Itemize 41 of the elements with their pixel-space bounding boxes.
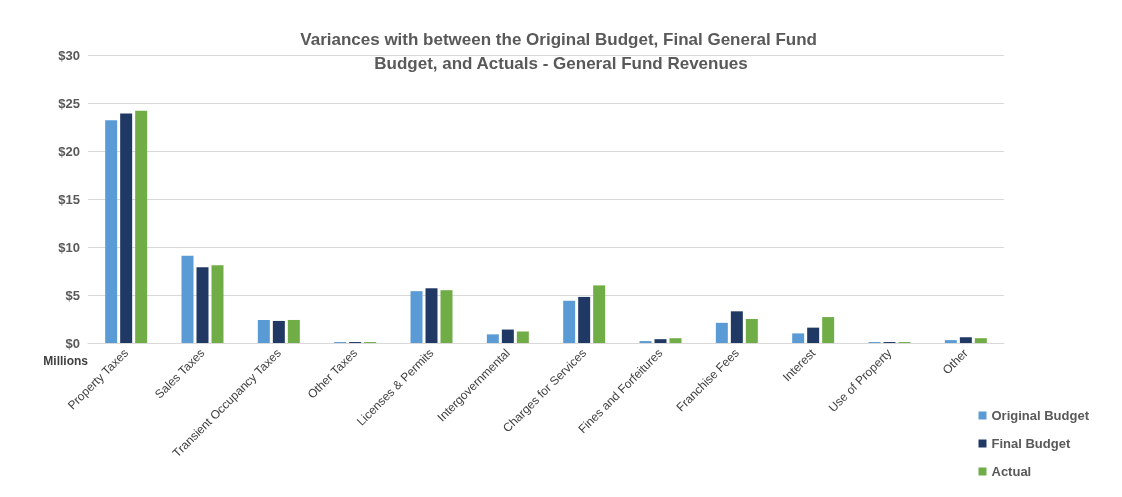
bar <box>516 331 529 343</box>
legend-label: Actual <box>991 464 1032 479</box>
bar <box>822 317 835 343</box>
bar <box>715 322 728 343</box>
y-axis-title: Millions <box>43 354 89 368</box>
bar <box>272 320 285 343</box>
bar <box>959 337 972 343</box>
y-tick-label: $10 <box>58 239 80 255</box>
bar <box>944 340 957 343</box>
bar <box>792 333 805 343</box>
bar <box>257 319 270 343</box>
bar <box>807 327 820 343</box>
y-tick-label: $30 <box>58 47 80 63</box>
bar <box>563 300 576 343</box>
bar <box>135 110 148 343</box>
bar <box>211 265 224 343</box>
bar <box>181 255 194 343</box>
legend-label: Original Budget <box>991 408 1090 423</box>
bar <box>410 291 423 343</box>
y-tick-label: $0 <box>65 335 80 351</box>
chart-title: Variances with between the Original Budget, Final General Fund Budget, and Actuals - General Fund Revenues <box>300 29 822 73</box>
y-tick-label: $15 <box>58 191 80 207</box>
bar <box>105 120 118 343</box>
legend-label: Final Budget <box>991 436 1071 451</box>
bar <box>287 319 300 343</box>
y-tick-label: $20 <box>58 143 80 159</box>
bar <box>501 329 514 343</box>
bar <box>120 113 133 343</box>
bar <box>440 290 453 343</box>
bar <box>974 338 987 343</box>
bar <box>486 334 499 343</box>
y-tick-label: $5 <box>65 287 80 303</box>
bar <box>196 267 209 343</box>
bar <box>730 311 743 343</box>
bar <box>593 285 606 343</box>
bar <box>745 319 758 343</box>
bar <box>578 296 591 343</box>
bar <box>669 338 682 343</box>
y-tick-label: $25 <box>58 95 80 111</box>
bar <box>425 288 438 343</box>
bar <box>654 339 667 343</box>
